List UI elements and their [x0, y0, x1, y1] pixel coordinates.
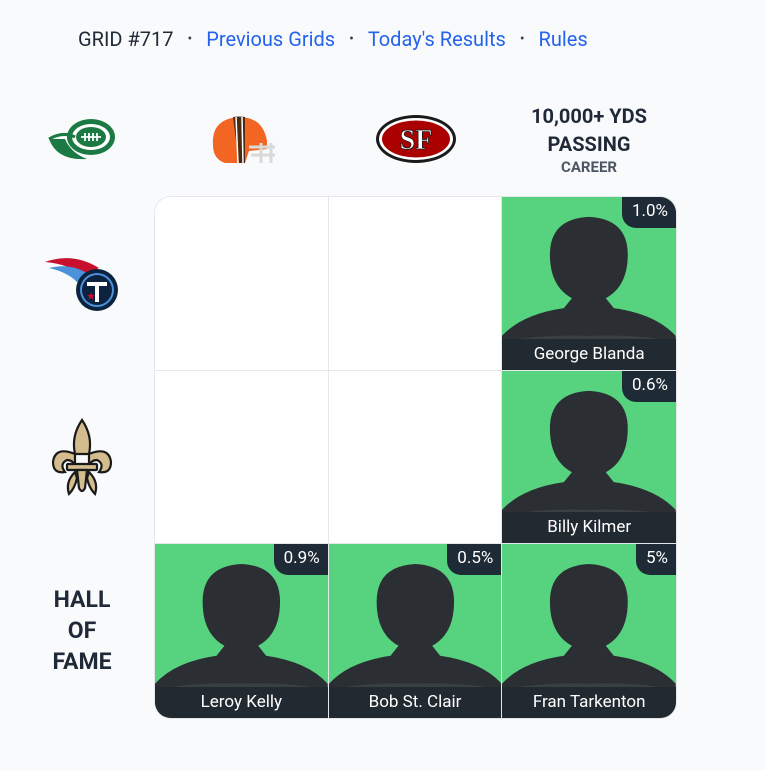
hof-line: OF [67, 616, 97, 644]
grid-title: GRID #717 [78, 27, 174, 51]
grid-cell-empty[interactable] [155, 370, 329, 545]
jets-logo-icon [48, 119, 115, 160]
todays-results-link[interactable]: Today's Results [367, 27, 506, 51]
grid-cell-empty[interactable] [328, 370, 503, 545]
stat-line-1: 10,000+ YDS [531, 104, 647, 128]
browns-helmet-icon [212, 116, 275, 164]
player-name: George Blanda [502, 338, 676, 370]
rarity-badge: 0.6% [621, 370, 676, 402]
svg-text:SF: SF [400, 125, 433, 156]
hof-line: FAME [52, 647, 112, 675]
rarity-badge: 0.5% [447, 544, 502, 576]
column-header-browns [155, 100, 327, 178]
column-header-49ers: SF [330, 100, 502, 178]
player-name: Bob St. Clair [328, 687, 502, 718]
nav-separator: • [519, 31, 525, 47]
nav-separator: • [349, 31, 354, 47]
grid-cell-filled[interactable]: 0.6% Billy Kilmer [502, 370, 676, 545]
rarity-badge: 5% [635, 544, 676, 576]
immaculate-grid: 1.0% George Blanda 0.6% Billy Kilmer 0.9% L… [155, 197, 676, 718]
saints-fleur-de-lis-icon [51, 418, 113, 497]
row-header-titans [30, 198, 134, 370]
grid-cell-empty[interactable] [328, 197, 503, 371]
column-header-jets [0, 100, 169, 178]
top-nav: GRID #717 • Previous Grids • Today's Res… [78, 27, 588, 51]
titans-logo-icon [45, 258, 118, 311]
stat-qualifier: CAREER [561, 158, 617, 176]
grid-cell-empty[interactable] [155, 197, 329, 371]
player-name: Fran Tarkenton [502, 687, 676, 718]
49ers-logo-icon: SF [376, 115, 456, 163]
stat-line-2: PASSING [547, 132, 631, 156]
rarity-badge: 0.9% [273, 544, 328, 576]
player-name: Billy Kilmer [502, 512, 676, 544]
column-header-stat: 10,000+ YDS PASSING CAREER [503, 100, 675, 178]
previous-grids-link[interactable]: Previous Grids [206, 27, 336, 51]
row-header-hall-of-fame: HALL OF FAME [30, 544, 134, 716]
player-name: Leroy Kelly [155, 687, 328, 718]
rules-link[interactable]: Rules [538, 27, 588, 51]
grid-cell-filled[interactable]: 0.5% Bob St. Clair [328, 544, 503, 718]
grid-cell-filled[interactable]: 1.0% George Blanda [502, 197, 676, 371]
nav-separator: • [187, 31, 193, 47]
hof-line: HALL [53, 585, 111, 613]
rarity-badge: 1.0% [621, 197, 676, 228]
row-header-saints [30, 372, 134, 544]
grid-cell-filled[interactable]: 0.9% Leroy Kelly [155, 544, 329, 718]
grid-cell-filled[interactable]: 5% Fran Tarkenton [502, 544, 676, 718]
